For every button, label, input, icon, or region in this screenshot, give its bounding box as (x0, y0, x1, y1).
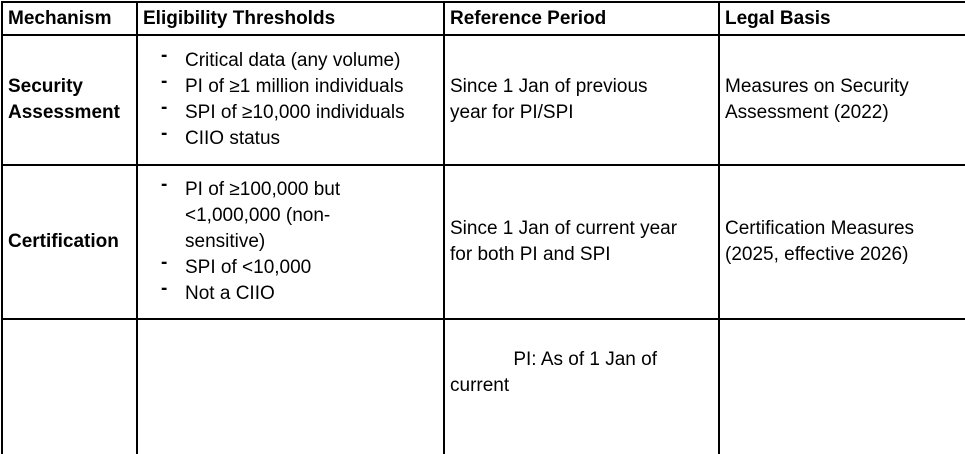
col-header-legal-basis: Legal Basis (718, 1, 965, 36)
bullet-dash-icon: - (161, 252, 168, 273)
table-row-standard-contract: Standard Contract - PI of <100,000 - SPI… (1, 318, 965, 454)
list-item-text: PI of ≥100,000 but <1,000,000 (non- sens… (185, 179, 341, 252)
reference-period-cell: Since 1 Jan of current year for both PI … (443, 164, 720, 320)
header-row: Mechanism Eligibility Thresholds Referen… (1, 1, 965, 36)
list-item: - PI of ≥1 million individuals (142, 71, 441, 100)
legal-basis-cell: Certification Measures (2025, effective … (718, 164, 965, 320)
bullet-dash-icon: - (161, 71, 168, 92)
col-header-mechanism: Mechanism (1, 1, 138, 36)
bullet-dash-icon: - (161, 45, 168, 66)
list-item: - SPI of <10,000 (142, 252, 441, 281)
thresholds-cell: - Critical data (any volume) - PI of ≥1 … (136, 34, 445, 166)
list-item-text: SPI of ≥10,000 individuals (185, 102, 405, 123)
reference-text: PI: As of 1 Jan of current (450, 349, 663, 396)
mechanism-cell: Standard Contract (1, 318, 138, 454)
list-item-text: SPI of <10,000 (185, 257, 312, 278)
reference-line: year (per 2024 Provisions) (450, 425, 713, 454)
list-item: - Critical data (any volume) (142, 45, 441, 74)
thresholds-cell: - PI of <100,000 - SPI of <10,000 - Not … (136, 318, 445, 454)
reference-line: PI: As of 1 Jan of current (450, 321, 713, 425)
list-item-text: CIIO status (185, 128, 281, 149)
list-item: - PI of ≥100,000 but <1,000,000 (non- se… (142, 174, 441, 255)
reference-period-cell: PI: As of 1 Jan of current year (per 202… (443, 318, 720, 454)
col-header-reference-period: Reference Period (443, 1, 720, 36)
list-item-text: PI of ≥1 million individuals (185, 76, 404, 97)
mechanism-cell: Security Assessment (1, 34, 138, 166)
list-item: - SPI of ≥10,000 individuals (142, 97, 441, 126)
bullet-dash-icon: - (161, 278, 168, 299)
list-item-text: Not a CIIO (185, 283, 275, 304)
legal-basis-cell: Measures on Security Assessment (2022) (718, 34, 965, 166)
list-item: - Not a CIIO (142, 278, 441, 307)
bullet-dash-icon: - (161, 174, 168, 195)
mechanism-cell: Certification (1, 164, 138, 320)
table-row-certification: Certification - PI of ≥100,000 but <1,00… (1, 164, 965, 320)
reference-period-cell: Since 1 Jan of previous year for PI/SPI (443, 34, 720, 166)
bullet-dash-icon: - (161, 97, 168, 118)
legal-basis-cell: Standard Contract Measures (2023); updat… (718, 318, 965, 454)
table-row-security-assessment: Security Assessment - Critical data (any… (1, 34, 965, 166)
list-item-text: Critical data (any volume) (185, 50, 401, 71)
col-header-eligibility-thresholds: Eligibility Thresholds (136, 1, 445, 36)
thresholds-cell: - PI of ≥100,000 but <1,000,000 (non- se… (136, 164, 445, 320)
list-item: - CIIO status (142, 123, 441, 152)
bullet-dash-icon: - (161, 123, 168, 144)
